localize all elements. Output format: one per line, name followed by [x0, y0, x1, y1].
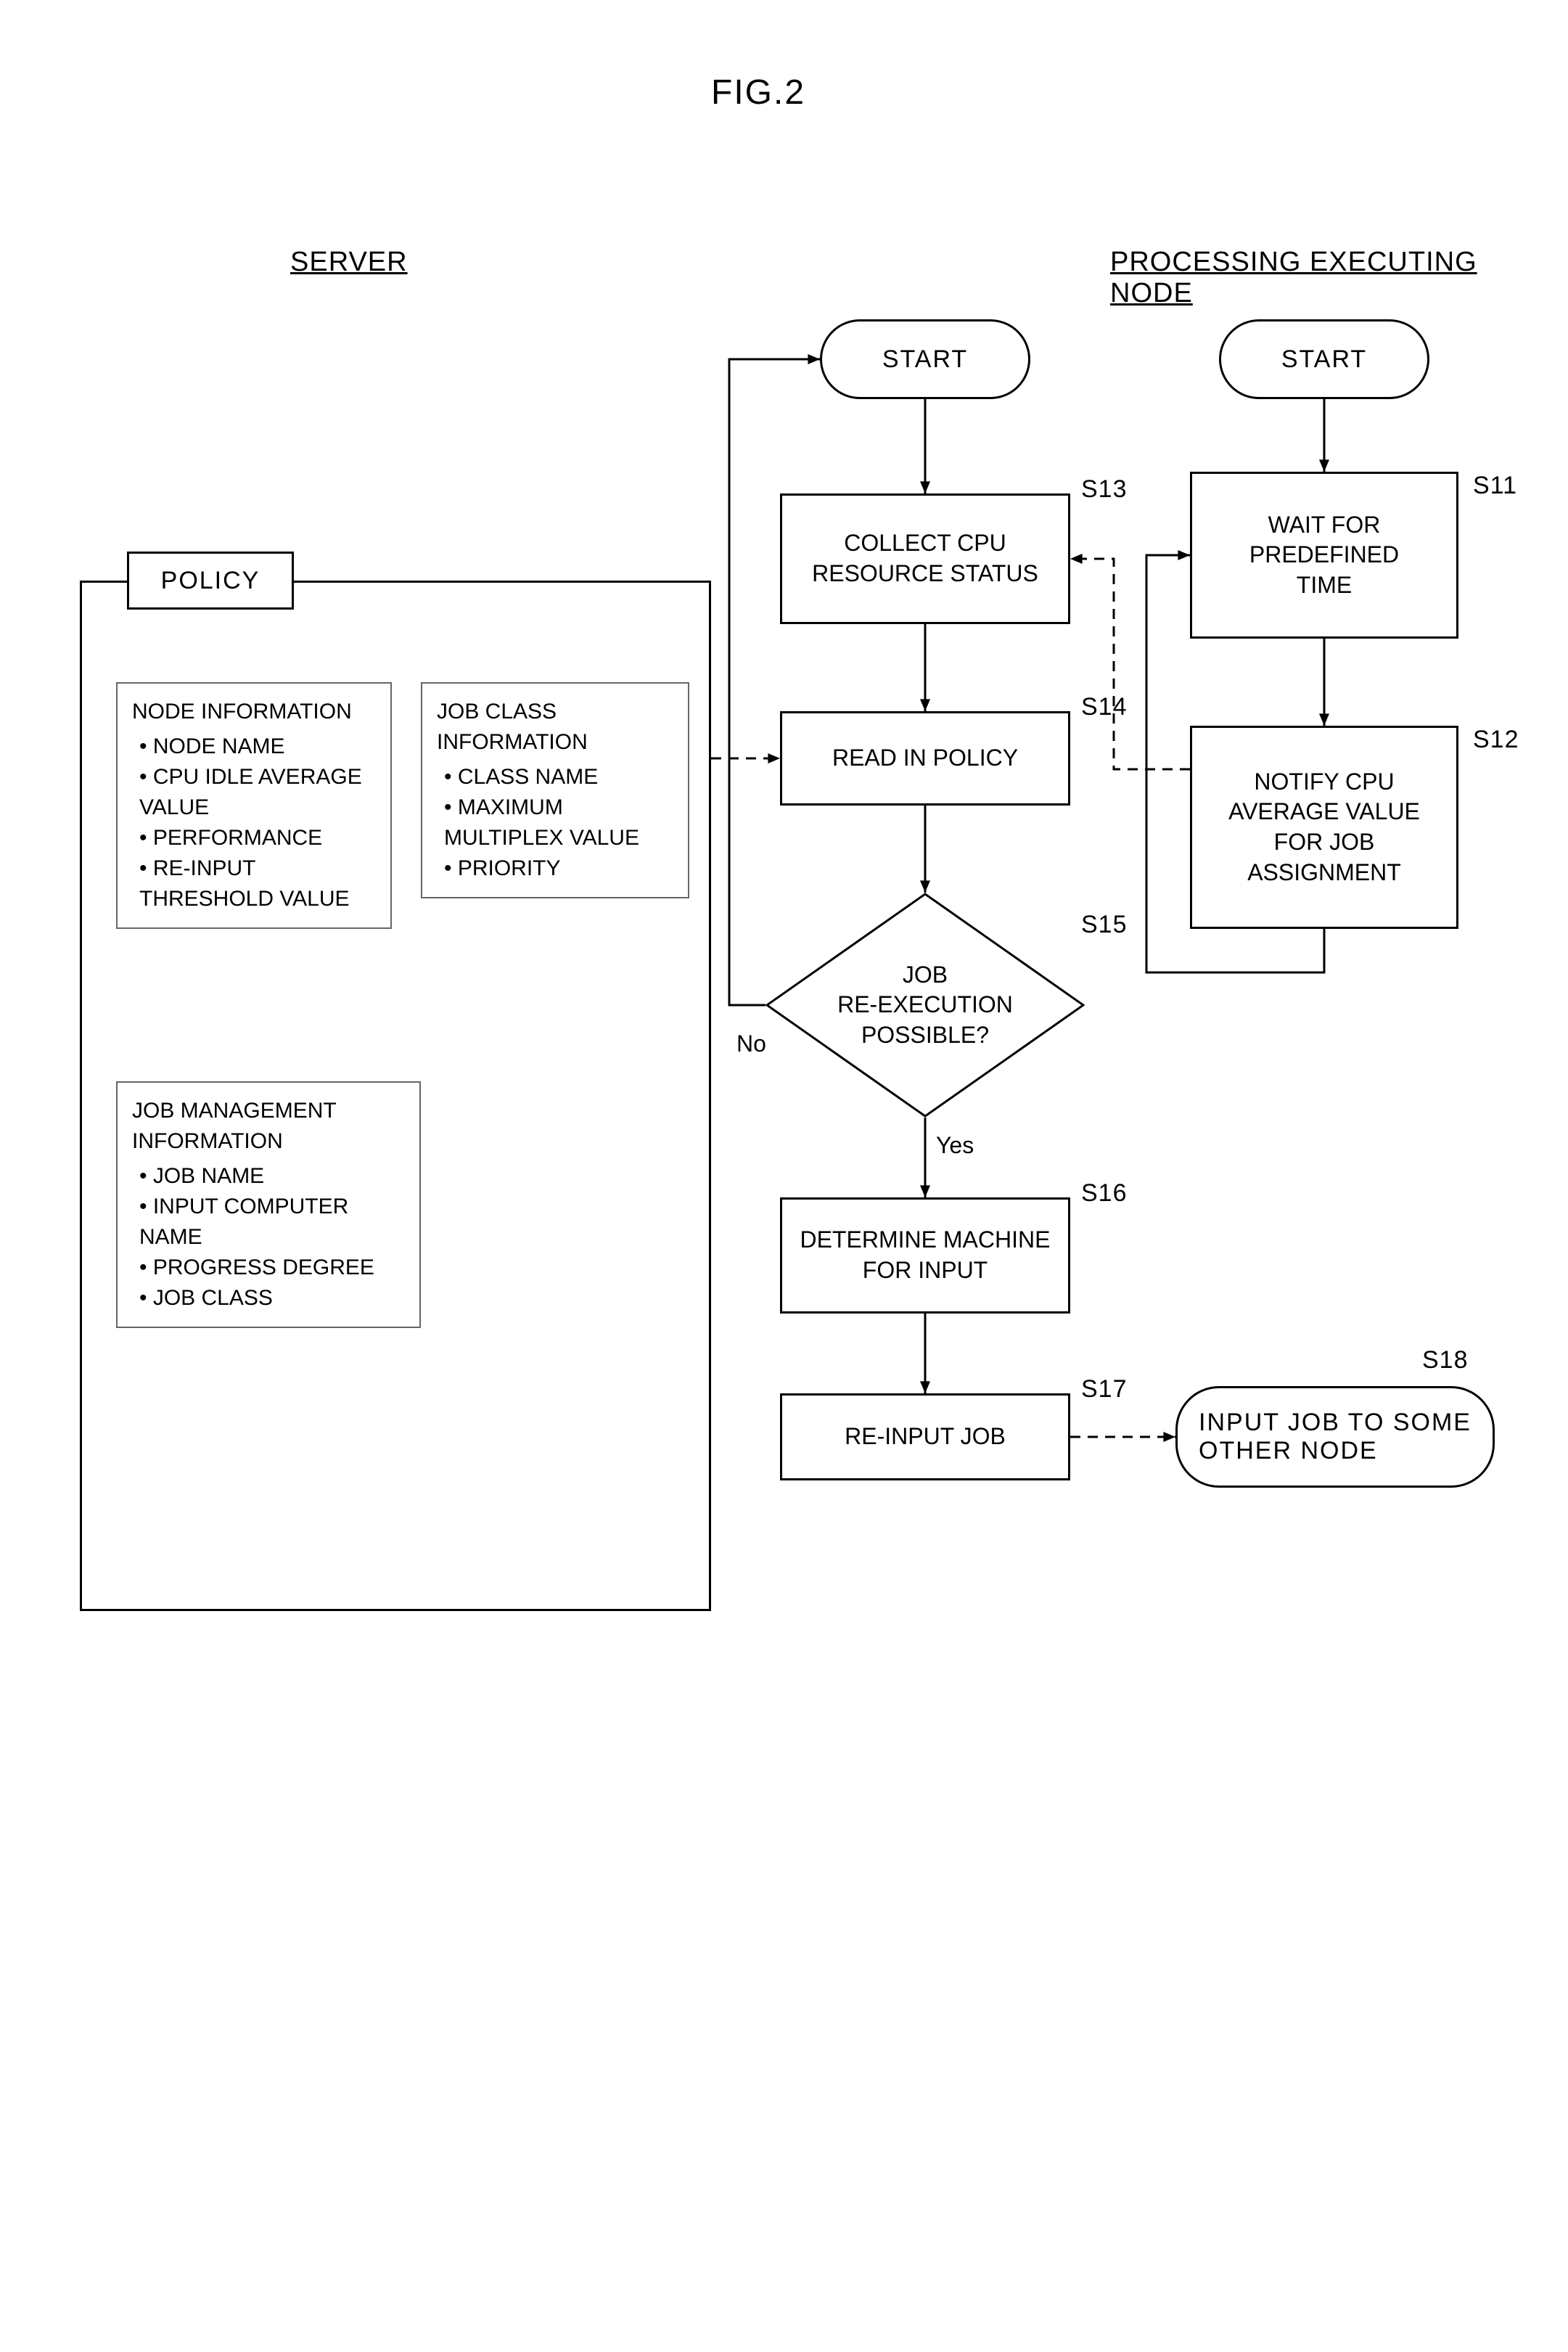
figure-label: FIG.2: [711, 73, 805, 112]
node-info-box-item: • NODE NAME: [132, 732, 376, 762]
s18-terminator: INPUT JOB TO SOMEOTHER NODE: [1175, 1386, 1495, 1488]
job-mgmt-info-box-item: • INPUT COMPUTER NAME: [132, 1192, 405, 1253]
s12-label: S12: [1473, 726, 1519, 754]
s15-label: S15: [1081, 911, 1128, 939]
s16-label: S16: [1081, 1179, 1128, 1208]
job-class-info-box-item: • PRIORITY: [437, 853, 673, 884]
job-mgmt-info-box-item: • JOB CLASS: [132, 1283, 405, 1314]
job-class-info-box: JOB CLASS INFORMATION • CLASS NAME• MAXIM…: [421, 682, 689, 898]
job-class-info-box-item: • MAXIMUM MULTIPLEX VALUE: [437, 792, 673, 853]
node-info-box-title: NODE INFORMATION: [132, 697, 376, 727]
s18-label: S18: [1422, 1346, 1469, 1374]
node-info-box: NODE INFORMATION • NODE NAME• CPU IDLE AV…: [116, 682, 392, 929]
s13-label: S13: [1081, 475, 1128, 504]
processing-node-header: PROCESSING EXECUTING NODE: [1110, 247, 1524, 309]
job-mgmt-info-box-title: JOB MANAGEMENT INFORMATION: [132, 1096, 405, 1157]
node-info-box-item: • RE-INPUT THRESHOLD VALUE: [132, 853, 376, 914]
job-class-info-box-item: • CLASS NAME: [437, 762, 673, 792]
node-info-box-item: • PERFORMANCE: [132, 823, 376, 853]
s11-label: S11: [1473, 472, 1517, 500]
server-header: SERVER: [290, 247, 408, 278]
job-mgmt-info-box-item: • PROGRESS DEGREE: [132, 1253, 405, 1283]
job-mgmt-info-box-item: • JOB NAME: [132, 1161, 405, 1192]
policy-tab: POLICY: [127, 552, 294, 610]
s17-label: S17: [1081, 1375, 1128, 1404]
node-info-box-item: • CPU IDLE AVERAGE VALUE: [132, 762, 376, 823]
job-class-info-box-title: JOB CLASS INFORMATION: [437, 697, 673, 758]
job-mgmt-info-box: JOB MANAGEMENT INFORMATION • JOB NAME• IN…: [116, 1081, 421, 1328]
